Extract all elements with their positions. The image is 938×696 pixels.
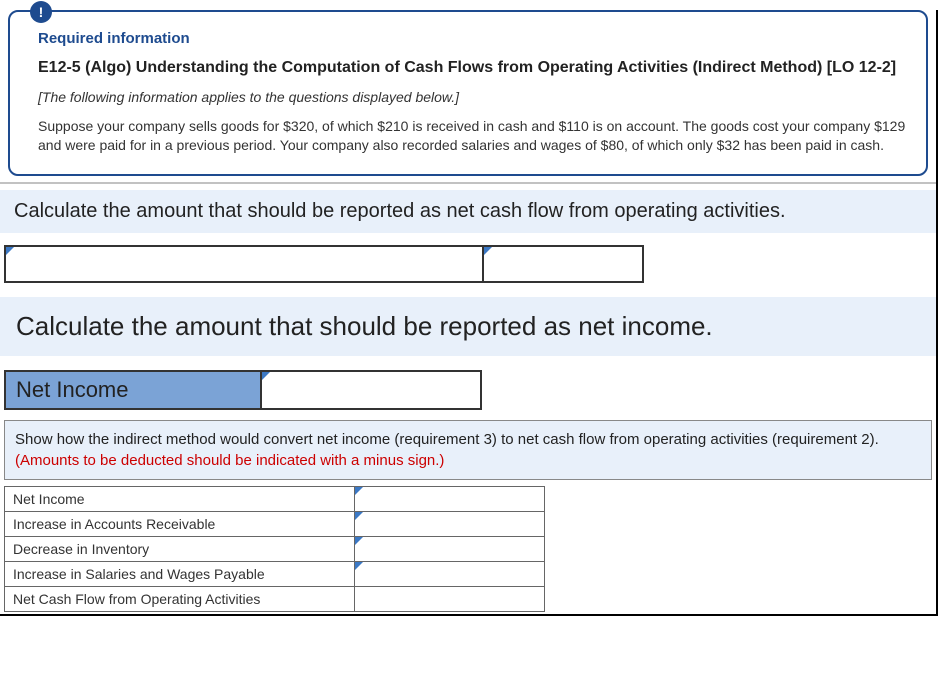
divider (0, 182, 936, 184)
dropdown-marker-icon (484, 247, 492, 255)
cash-flow-input-row (4, 245, 936, 283)
dropdown-marker-icon (355, 512, 363, 520)
row-label: Net Income (5, 486, 355, 511)
scenario-text: Suppose your company sells goods for $32… (38, 117, 906, 156)
prompt-cash-flow: Calculate the amount that should be repo… (0, 190, 936, 233)
prompt-net-income: Calculate the amount that should be repo… (0, 297, 936, 356)
row-label: Decrease in Inventory (5, 536, 355, 561)
cash-flow-label-input[interactable] (4, 245, 482, 283)
row-label: Net Cash Flow from Operating Activities (5, 586, 355, 611)
row-amount-input[interactable] (355, 586, 545, 611)
dropdown-marker-icon (355, 537, 363, 545)
row-amount-input[interactable] (355, 536, 545, 561)
dropdown-marker-icon (355, 562, 363, 570)
row-amount-input[interactable] (355, 511, 545, 536)
net-income-amount-input[interactable] (260, 370, 482, 410)
row-amount-input[interactable] (355, 486, 545, 511)
dropdown-marker-icon (262, 372, 270, 380)
cash-flow-amount-input[interactable] (482, 245, 644, 283)
table-row: Net Cash Flow from Operating Activities (5, 586, 545, 611)
dropdown-marker-icon (355, 487, 363, 495)
net-income-row: Net Income (4, 370, 936, 410)
exercise-title: E12-5 (Algo) Understanding the Computati… (38, 57, 906, 79)
instruction-text: Show how the indirect method would conve… (15, 431, 879, 448)
instruction-warning: (Amounts to be deducted should be indica… (15, 452, 444, 469)
required-heading: Required information (38, 30, 906, 47)
table-row: Increase in Accounts Receivable (5, 511, 545, 536)
table-row: Increase in Salaries and Wages Payable (5, 561, 545, 586)
table-row: Decrease in Inventory (5, 536, 545, 561)
row-label: Increase in Salaries and Wages Payable (5, 561, 355, 586)
row-amount-input[interactable] (355, 561, 545, 586)
required-info-card: ! Required information E12-5 (Algo) Unde… (8, 10, 928, 176)
net-income-label-cell: Net Income (4, 370, 260, 410)
table-row: Net Income (5, 486, 545, 511)
alert-icon: ! (30, 1, 52, 23)
applies-note: [The following information applies to th… (38, 89, 906, 105)
indirect-instruction: Show how the indirect method would conve… (4, 420, 932, 480)
row-label: Increase in Accounts Receivable (5, 511, 355, 536)
indirect-method-table: Net IncomeIncrease in Accounts Receivabl… (4, 486, 545, 612)
dropdown-marker-icon (6, 247, 14, 255)
